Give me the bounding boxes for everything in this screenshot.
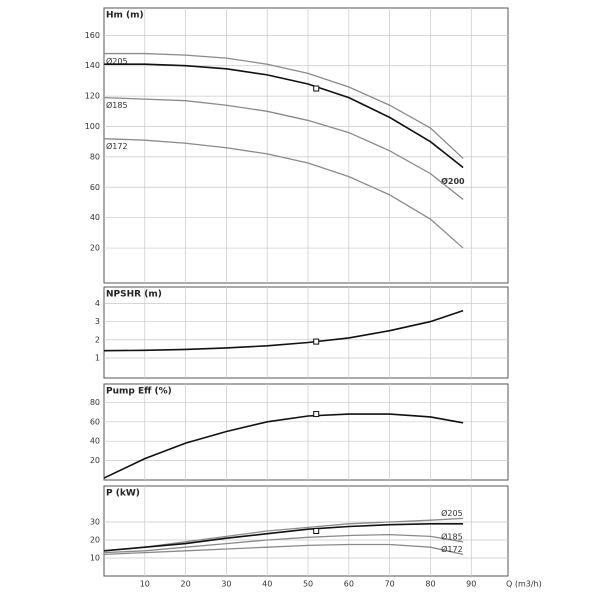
curve xyxy=(103,96,464,200)
y-tick-label: 10 xyxy=(90,554,100,563)
x-tick-label: 90 xyxy=(466,580,476,589)
y-tick-label: 140 xyxy=(85,61,100,70)
y-tick-label: 2 xyxy=(95,335,100,344)
curve xyxy=(103,309,464,352)
series-label: Ø172 xyxy=(441,544,463,554)
series-label: Ø172 xyxy=(106,141,128,151)
curve xyxy=(103,523,464,552)
panel-title: Pump Eff (%) xyxy=(106,387,172,397)
plot-frame xyxy=(103,383,509,481)
series-label: Ø185 xyxy=(106,100,128,110)
y-tick-label: 20 xyxy=(90,456,100,465)
duty-point xyxy=(313,338,320,345)
y-tick-label: 40 xyxy=(90,213,100,222)
series-label: Ø205 xyxy=(441,508,463,518)
y-tick-label: 120 xyxy=(85,92,100,101)
curve xyxy=(103,413,464,479)
y-tick-label: 60 xyxy=(90,417,100,426)
curve xyxy=(103,543,464,556)
y-tick-label: 1 xyxy=(95,353,100,362)
y-tick-label: 80 xyxy=(90,398,100,407)
curve xyxy=(104,63,464,169)
series-label: Ø205 xyxy=(106,56,128,66)
duty-point xyxy=(313,411,320,418)
panel-title: NPSHR (m) xyxy=(106,290,162,300)
x-tick-label: 50 xyxy=(303,580,313,589)
y-tick-label: 4 xyxy=(95,299,100,308)
x-tick-label: 10 xyxy=(140,580,150,589)
x-axis-label: Q (m3/h) xyxy=(506,580,542,589)
panel-title: P (kW) xyxy=(106,489,140,499)
x-tick-label: 60 xyxy=(344,580,354,589)
y-tick-label: 60 xyxy=(90,183,100,192)
x-tick-label: 20 xyxy=(181,580,191,589)
y-tick-label: 20 xyxy=(90,244,100,253)
duty-point xyxy=(313,528,320,534)
plot-frame xyxy=(103,485,509,577)
y-tick-label: 160 xyxy=(85,31,100,40)
x-tick-label: 30 xyxy=(221,580,231,589)
series-label: Ø185 xyxy=(441,531,463,541)
curve xyxy=(104,52,464,159)
curve xyxy=(103,517,464,552)
plot-frame xyxy=(103,286,509,379)
curve xyxy=(103,533,464,554)
y-tick-label: 30 xyxy=(90,518,100,527)
x-tick-label: 40 xyxy=(262,580,272,589)
y-tick-label: 40 xyxy=(90,437,100,446)
y-tick-label: 80 xyxy=(90,152,100,161)
y-tick-label: 20 xyxy=(90,536,100,545)
curve xyxy=(103,138,464,249)
x-tick-label: 70 xyxy=(385,580,395,589)
y-tick-label: 100 xyxy=(85,122,100,131)
y-tick-label: 3 xyxy=(95,317,100,326)
series-label: Ø200 xyxy=(441,176,465,186)
x-tick-label: 80 xyxy=(425,580,435,589)
plot-frame xyxy=(103,7,509,284)
duty-point xyxy=(313,85,320,92)
panel-title: Hm (m) xyxy=(106,11,144,21)
